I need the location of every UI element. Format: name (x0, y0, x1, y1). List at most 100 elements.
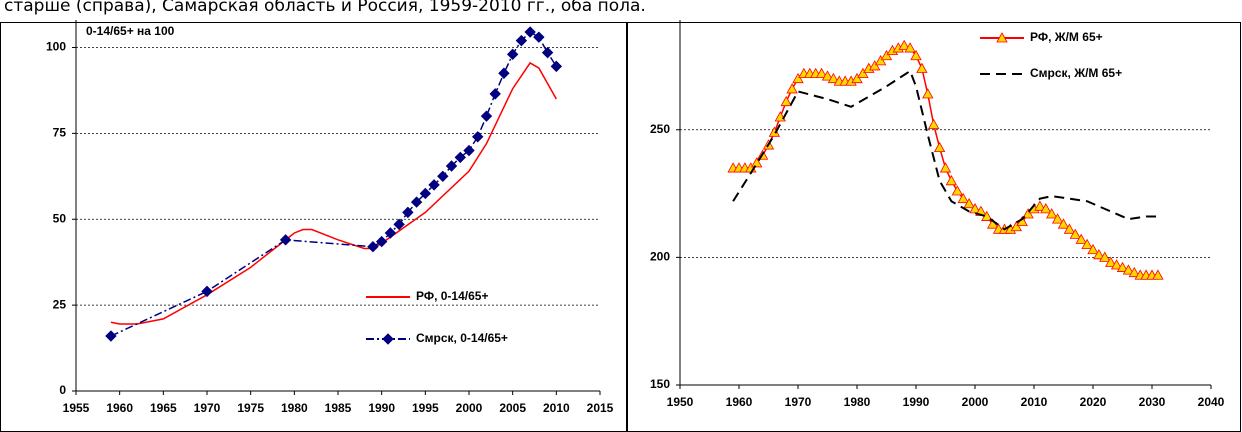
y-tick-label: 150 (650, 377, 670, 391)
marker (933, 141, 946, 153)
marker (1087, 243, 1099, 255)
marker (550, 60, 563, 73)
y-tick-label: 100 (46, 40, 66, 54)
marker (279, 234, 292, 246)
marker (1093, 249, 1105, 260)
marker (880, 49, 893, 61)
x-tick-label: 1990 (903, 395, 930, 409)
marker (898, 39, 910, 50)
marker (751, 157, 763, 168)
panel-frame (0, 22, 627, 432)
marker (780, 95, 792, 107)
marker (904, 42, 916, 53)
marker (1069, 228, 1081, 239)
marker (472, 131, 484, 143)
x-tick-label: 2010 (543, 401, 570, 415)
marker (201, 285, 213, 298)
x-tick-label: 2015 (587, 401, 614, 415)
marker (367, 241, 379, 253)
marker (428, 179, 440, 191)
x-tick-label: 1960 (726, 395, 753, 409)
marker (382, 333, 394, 345)
marker (996, 32, 1008, 43)
marker (393, 218, 405, 231)
x-tick-label: 1955 (63, 401, 90, 415)
marker (384, 227, 397, 239)
marker (1063, 223, 1076, 234)
x-tick-label: 2040 (1198, 395, 1225, 409)
marker (1122, 264, 1135, 275)
marker (1075, 233, 1087, 244)
x-tick-label: 1980 (281, 401, 308, 415)
marker (1105, 256, 1117, 267)
marker (928, 118, 940, 130)
marker (786, 83, 798, 94)
marker (437, 170, 449, 183)
y-tick-label: 0 (59, 383, 66, 397)
x-tick-label: 1960 (106, 401, 133, 415)
marker (1051, 213, 1064, 224)
marker (969, 203, 981, 214)
marker (1040, 203, 1052, 214)
x-tick-label: 1950 (667, 395, 694, 409)
marker (939, 162, 952, 173)
y-tick-label: 250 (650, 122, 670, 136)
marker (1110, 259, 1123, 270)
marker (1057, 218, 1070, 229)
caption: старше (справа), Самарская область и Рос… (4, 0, 646, 16)
marker (963, 197, 975, 209)
marker (533, 31, 545, 43)
x-tick-label: 1980 (844, 395, 871, 409)
x-tick-label: 1990 (368, 401, 395, 415)
marker (375, 235, 388, 248)
marker (916, 62, 928, 73)
marker (951, 185, 963, 196)
marker (419, 187, 432, 200)
marker (402, 206, 414, 219)
marker (1152, 269, 1164, 280)
y-tick-label: 50 (53, 211, 67, 225)
marker (922, 88, 934, 99)
y-tick-label: 75 (53, 126, 67, 140)
marker (480, 110, 493, 122)
marker (957, 192, 969, 204)
marker (857, 67, 869, 79)
x-tick-label: 1970 (194, 401, 221, 415)
marker (1010, 220, 1022, 232)
marker (541, 46, 554, 59)
marker (410, 196, 423, 208)
marker (945, 174, 958, 186)
x-tick-label: 2030 (1139, 395, 1166, 409)
marker (821, 70, 834, 81)
x-tick-label: 2005 (499, 401, 526, 415)
legend-label: РФ, Ж/М 65+ (1030, 30, 1103, 44)
marker (910, 49, 922, 61)
marker (498, 67, 510, 79)
marker (851, 72, 863, 84)
marker (445, 160, 458, 172)
marker (1116, 261, 1129, 272)
chart-title: 0-14/65+ на 100 (86, 24, 175, 38)
x-tick-label: 2000 (962, 395, 989, 409)
marker (454, 151, 466, 164)
marker (827, 72, 840, 84)
y-tick-label: 25 (53, 297, 67, 311)
marker (515, 34, 528, 47)
marker (874, 55, 887, 66)
x-tick-label: 1995 (412, 401, 439, 415)
marker (463, 144, 475, 157)
x-tick-label: 2000 (456, 401, 483, 415)
marker (489, 88, 501, 100)
series-line (110, 31, 557, 337)
marker (1081, 238, 1093, 250)
marker (1034, 200, 1046, 211)
marker (792, 72, 804, 84)
marker (1128, 266, 1140, 278)
marker (1099, 251, 1111, 262)
marker (815, 67, 828, 79)
series-line (732, 69, 1158, 231)
x-tick-label: 1970 (785, 395, 812, 409)
legend-label: Смрск, 0-14/65+ (416, 331, 508, 345)
x-tick-label: 2010 (1021, 395, 1048, 409)
